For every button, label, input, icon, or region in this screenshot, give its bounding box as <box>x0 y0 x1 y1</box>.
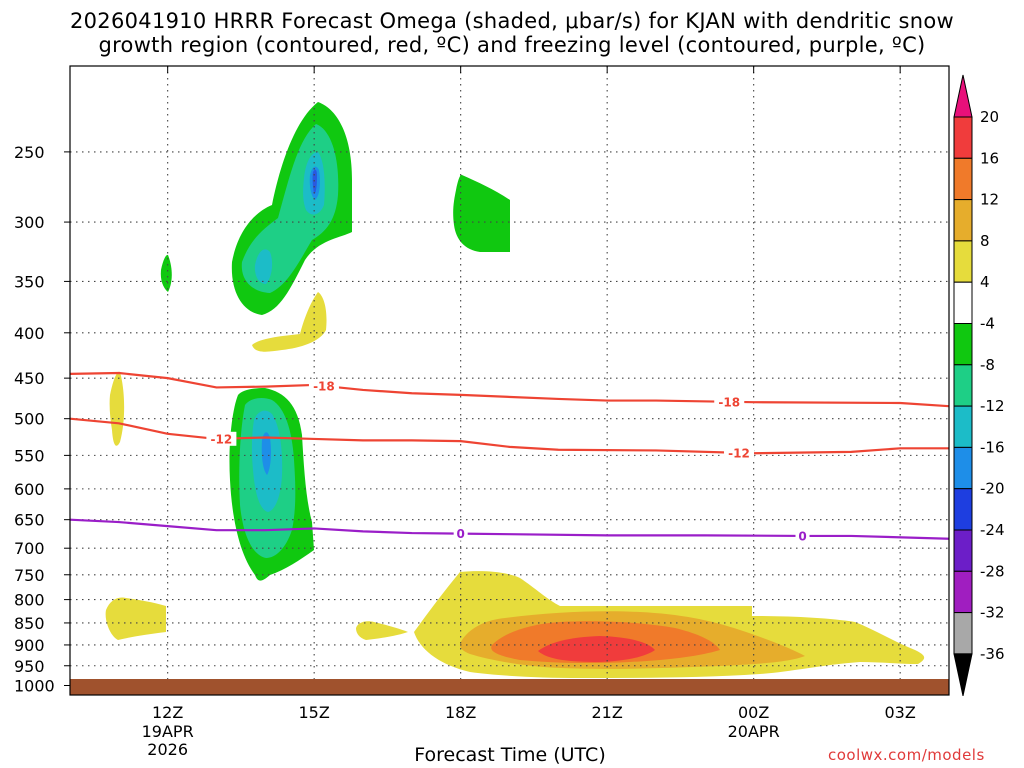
contour-label-bg-0-0 <box>308 378 339 393</box>
colorbar-top-arrow <box>953 74 973 118</box>
xtick-label-00Z: 00Z <box>738 703 769 722</box>
colorbar-swatch-12 <box>953 157 973 201</box>
ytick-label-950: 950 <box>14 657 45 676</box>
colorbar-label--36: -36 <box>980 645 1005 663</box>
colorbar-label--8: -8 <box>980 356 995 374</box>
colorbar-label-8: 8 <box>980 232 990 250</box>
colorbar-label--16: -16 <box>980 438 1005 456</box>
colorbar-label-4: 4 <box>980 273 990 291</box>
omega-region-plus4-b <box>252 292 327 352</box>
colorbar-label--32: -32 <box>980 604 1005 622</box>
omega-region-plus4-a <box>109 371 125 446</box>
colorbar-label--28: -28 <box>980 562 1005 580</box>
colorbar-swatch--28 <box>953 529 973 572</box>
contour-label-1-1: -12 <box>728 446 750 460</box>
contour-line-2 <box>69 518 950 540</box>
chart-title-line2: growth region (contoured, red, ºC) and f… <box>98 33 926 57</box>
colorbar-swatch--36 <box>953 612 973 655</box>
contour-label-0-1: -18 <box>718 395 740 409</box>
colorbar-swatch--16 <box>953 405 973 448</box>
xtick-label-15Z: 15Z <box>299 703 330 722</box>
ytick-label-250: 250 <box>14 143 45 162</box>
xtick-year-12Z: 2026 <box>147 740 188 759</box>
colorbar-swatch-4 <box>953 240 973 283</box>
chart-title-line1: 2026041910 HRRR Forecast Omega (shaded, … <box>69 9 954 33</box>
ytick-label-400: 400 <box>14 324 45 343</box>
contour-label-bg-0-1 <box>714 394 745 409</box>
colorbar-swatch-16 <box>953 116 973 159</box>
omega-region-minus8-18z <box>453 174 510 252</box>
x-axis-title: Forecast Time (UTC) <box>414 744 606 766</box>
contour-label-bg-2-1 <box>795 528 810 543</box>
ytick-label-600: 600 <box>14 480 45 499</box>
omega-region-minus24-upper <box>312 169 317 194</box>
colorbar-label--4: -4 <box>980 315 995 333</box>
credit-text: coolwx.com/models <box>828 746 985 764</box>
colorbar-label--24: -24 <box>980 521 1005 539</box>
contour-label-0-0: -18 <box>313 379 335 393</box>
ytick-label-450: 450 <box>14 369 45 388</box>
ytick-label-1000: 1000 <box>14 676 55 695</box>
colorbar-swatch--32 <box>953 570 973 614</box>
colorbar-swatch--4 <box>953 281 973 325</box>
omega-region-plus16-low <box>538 636 655 662</box>
ytick-label-900: 900 <box>14 636 45 655</box>
contour-label-2-0: 0 <box>456 527 464 541</box>
omega-region-minus16-upper <box>254 152 325 284</box>
xtick-label-03Z: 03Z <box>885 703 916 722</box>
colorbar-swatch--12 <box>953 364 973 407</box>
contour-line-1 <box>69 417 949 455</box>
contour-line-0 <box>69 371 950 408</box>
xtick-date-12Z: 19APR <box>142 722 194 741</box>
colorbar: 20 16 12 8 4 -4 -8 -12 -16 -20 -24 -28 -32 -36 <box>953 74 1005 697</box>
xtick-date-00Z: 20APR <box>728 722 780 741</box>
omega-region-minus20-mid <box>261 432 271 475</box>
terrain-strip <box>70 679 949 695</box>
omega-region-minus8-small-a <box>160 254 172 292</box>
ytick-label-700: 700 <box>14 539 45 558</box>
ytick-label-800: 800 <box>14 591 45 610</box>
ytick-label-500: 500 <box>14 410 45 429</box>
colorbar-swatch--20 <box>953 446 973 490</box>
pressure-axis: 250 300 350 400 450 500 550 600 650 700 750 800 850 9… <box>14 143 70 695</box>
colorbar-label-16: 16 <box>980 149 999 167</box>
colorbar-bottom-arrow <box>953 653 973 697</box>
ytick-label-550: 550 <box>14 446 45 465</box>
plot-frame <box>69 65 950 696</box>
ytick-label-650: 650 <box>14 511 45 530</box>
ytick-label-850: 850 <box>14 614 45 633</box>
colorbar-swatch--8 <box>953 323 973 366</box>
omega-region-plus4-d <box>356 621 408 640</box>
colorbar-label-12: 12 <box>980 191 999 209</box>
xtick-label-12Z: 12Z <box>152 703 183 722</box>
temperature-contours: -18 -18 -12 -12 0 0 <box>69 371 950 543</box>
omega-region-plus4-c <box>105 597 166 640</box>
colorbar-label-20: 20 <box>980 108 999 126</box>
ytick-label-300: 300 <box>14 213 45 232</box>
colorbar-label--12: -12 <box>980 397 1005 415</box>
colorbar-label--20: -20 <box>980 480 1005 498</box>
ytick-label-350: 350 <box>14 272 45 291</box>
ytick-label-750: 750 <box>14 566 45 585</box>
contour-label-1-0: -12 <box>211 432 233 446</box>
contour-label-bg-2-0 <box>453 526 468 541</box>
colorbar-swatch--24 <box>953 488 973 531</box>
colorbar-swatch-8 <box>953 199 973 242</box>
contour-label-bg-1-1 <box>724 445 755 460</box>
xtick-label-18Z: 18Z <box>445 703 476 722</box>
contour-label-bg-1-0 <box>206 431 237 446</box>
xtick-label-21Z: 21Z <box>592 703 623 722</box>
contour-label-2-1: 0 <box>798 529 806 543</box>
